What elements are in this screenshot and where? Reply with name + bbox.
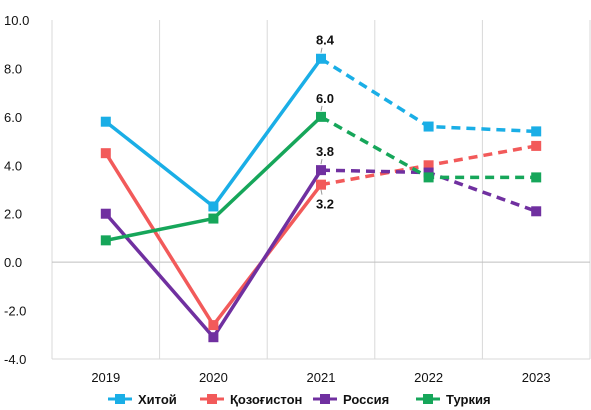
data-label: 3.2 <box>316 197 334 212</box>
data-point-marker <box>423 160 434 171</box>
data-label: 8.4 <box>316 33 335 48</box>
data-point-marker <box>316 179 326 190</box>
y-tick-label: 4.0 <box>4 158 22 173</box>
legend-label: Россия <box>343 392 389 407</box>
legend-swatch-marker <box>320 394 330 404</box>
x-tick-label: 2020 <box>199 370 228 385</box>
data-point-marker <box>208 320 219 331</box>
x-tick-label: 2023 <box>522 370 551 385</box>
y-tick-label: 8.0 <box>4 61 22 76</box>
x-tick-label: 2021 <box>307 370 336 385</box>
data-label-leader <box>320 189 323 195</box>
data-label-leader <box>320 105 323 111</box>
y-tick-label: 0.0 <box>4 255 22 270</box>
data-point-marker <box>208 213 219 224</box>
data-point-marker <box>423 172 434 183</box>
data-point-marker <box>208 332 219 343</box>
legend-swatch-marker <box>423 394 433 404</box>
data-point-marker <box>531 172 542 183</box>
data-point-marker <box>208 201 219 212</box>
data-label-leader <box>320 159 323 165</box>
y-tick-label: 6.0 <box>4 110 22 125</box>
data-point-marker <box>100 148 111 159</box>
series-markers <box>100 53 542 343</box>
y-tick-label: 2.0 <box>4 207 22 222</box>
data-point-marker <box>316 165 326 176</box>
data-point-marker <box>531 206 542 217</box>
legend-label: Хитой <box>138 392 177 407</box>
data-point-marker <box>100 116 111 127</box>
legend-label: Қозоғистон <box>230 392 302 407</box>
legend-label: Туркия <box>446 392 491 407</box>
data-point-marker <box>423 121 434 132</box>
gridlines <box>159 20 591 359</box>
data-point-marker <box>316 111 326 122</box>
legend: Хитой Қозоғистон Россия Туркия <box>108 392 491 407</box>
y-tick-label: 10.0 <box>4 13 29 28</box>
data-point-marker <box>531 140 542 151</box>
series-line-solid <box>104 57 323 209</box>
x-tick-label: 2019 <box>91 370 120 385</box>
data-point-marker <box>100 235 111 246</box>
data-point-marker <box>531 126 542 137</box>
data-point-marker <box>100 208 111 219</box>
legend-swatch-marker <box>207 394 217 404</box>
data-labels: 8.4 6.0 3.8 3.2 <box>316 33 335 212</box>
series-line-dashed <box>320 57 537 134</box>
series-line-solid <box>104 169 323 339</box>
data-label: 6.0 <box>316 91 334 106</box>
x-tick-label: 2022 <box>414 370 443 385</box>
series-line-solid <box>104 152 323 327</box>
axes: 10.0 8.0 6.0 4.0 2.0 0.0 -2.0 -4.0 2019 2020 2021 2… <box>4 13 590 385</box>
y-tick-label: -2.0 <box>4 304 26 319</box>
y-tick-label: -4.0 <box>4 352 26 367</box>
data-point-marker <box>316 53 326 64</box>
data-label: 3.8 <box>316 144 334 159</box>
legend-swatch-marker <box>115 394 125 404</box>
data-label-leader <box>320 47 323 53</box>
